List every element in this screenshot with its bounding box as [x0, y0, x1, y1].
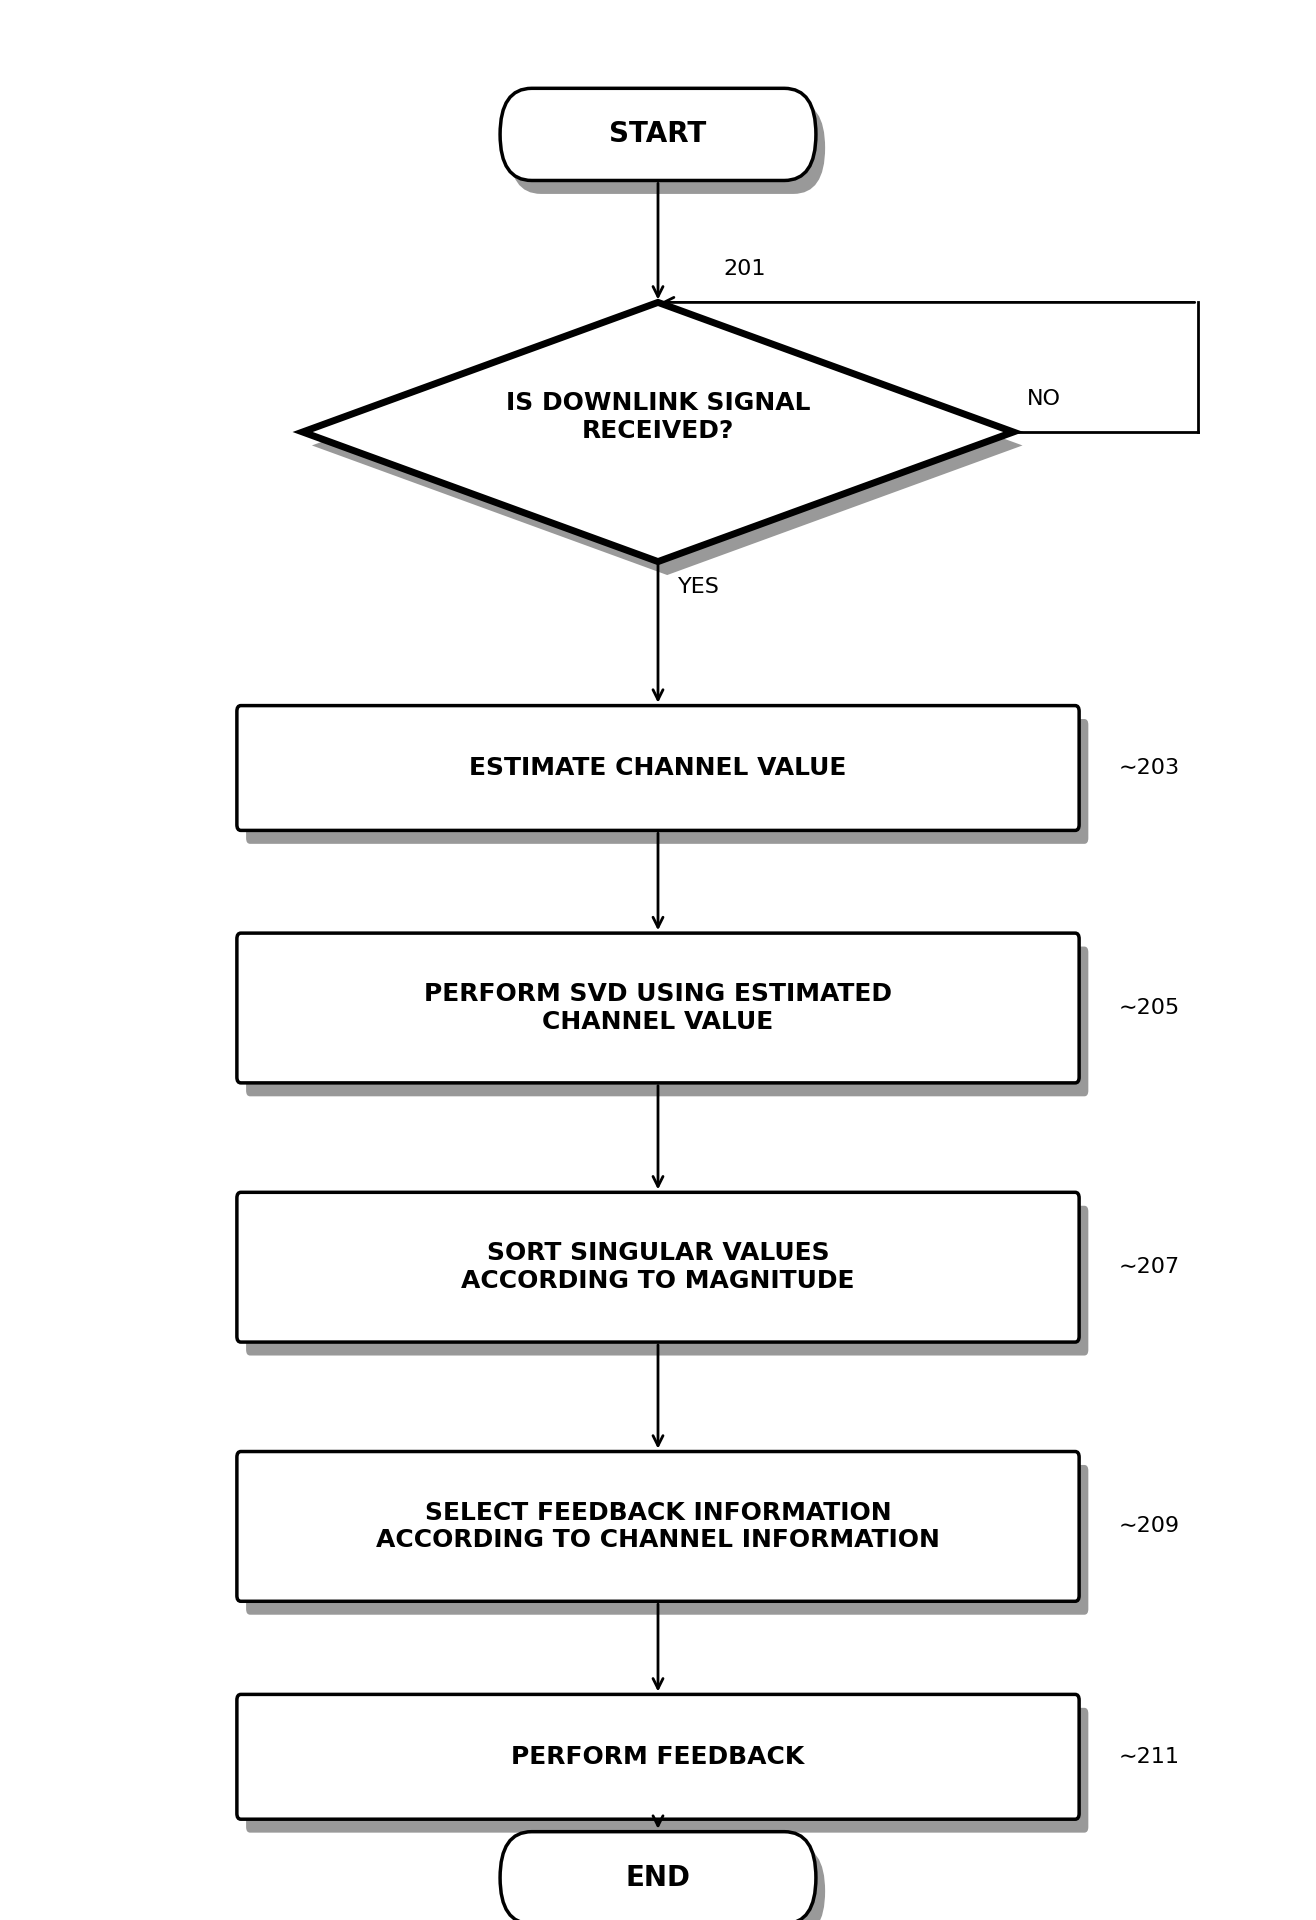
- FancyBboxPatch shape: [509, 1845, 825, 1920]
- Text: 201: 201: [724, 259, 766, 278]
- FancyBboxPatch shape: [237, 705, 1079, 831]
- FancyBboxPatch shape: [509, 102, 825, 194]
- Text: ∼209: ∼209: [1119, 1517, 1179, 1536]
- FancyBboxPatch shape: [237, 1452, 1079, 1601]
- FancyBboxPatch shape: [500, 1832, 816, 1920]
- Text: PERFORM FEEDBACK: PERFORM FEEDBACK: [512, 1745, 804, 1768]
- Polygon shape: [303, 301, 1013, 561]
- Text: ∼205: ∼205: [1119, 998, 1180, 1018]
- Text: PERFORM SVD USING ESTIMATED
CHANNEL VALUE: PERFORM SVD USING ESTIMATED CHANNEL VALU…: [424, 983, 892, 1033]
- FancyBboxPatch shape: [237, 1192, 1079, 1342]
- Text: NO: NO: [1026, 390, 1061, 409]
- FancyBboxPatch shape: [246, 1206, 1088, 1356]
- Text: ∼211: ∼211: [1119, 1747, 1179, 1766]
- Polygon shape: [312, 315, 1023, 576]
- Text: ∼203: ∼203: [1119, 758, 1179, 778]
- Text: START: START: [609, 121, 707, 148]
- FancyBboxPatch shape: [237, 933, 1079, 1083]
- Text: ∼207: ∼207: [1119, 1258, 1179, 1277]
- FancyBboxPatch shape: [246, 1465, 1088, 1615]
- FancyBboxPatch shape: [246, 947, 1088, 1096]
- FancyBboxPatch shape: [246, 720, 1088, 845]
- FancyBboxPatch shape: [246, 1709, 1088, 1832]
- Text: SORT SINGULAR VALUES
ACCORDING TO MAGNITUDE: SORT SINGULAR VALUES ACCORDING TO MAGNIT…: [461, 1242, 855, 1292]
- Text: YES: YES: [678, 576, 720, 597]
- FancyBboxPatch shape: [500, 88, 816, 180]
- Text: END: END: [625, 1864, 691, 1891]
- Text: ESTIMATE CHANNEL VALUE: ESTIMATE CHANNEL VALUE: [470, 756, 846, 780]
- FancyBboxPatch shape: [237, 1693, 1079, 1820]
- Text: SELECT FEEDBACK INFORMATION
ACCORDING TO CHANNEL INFORMATION: SELECT FEEDBACK INFORMATION ACCORDING TO…: [376, 1501, 940, 1551]
- Text: IS DOWNLINK SIGNAL
RECEIVED?: IS DOWNLINK SIGNAL RECEIVED?: [505, 392, 811, 442]
